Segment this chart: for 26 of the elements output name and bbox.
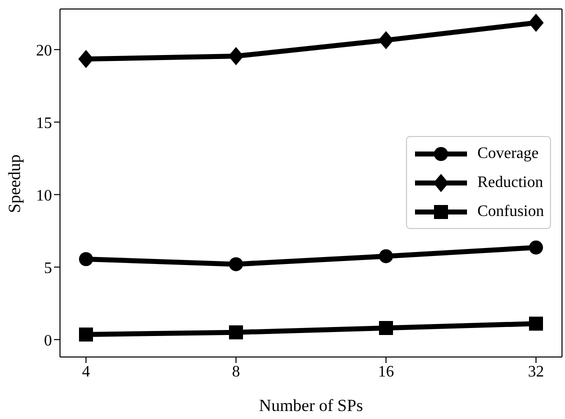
legend-label: Coverage — [477, 144, 539, 162]
point — [528, 14, 544, 32]
point — [378, 31, 394, 50]
point — [228, 47, 244, 66]
legend-label: Reduction — [477, 174, 544, 192]
x-tick-label: 8 — [232, 363, 240, 380]
x-tick-label: 4 — [82, 363, 90, 380]
point — [78, 50, 94, 68]
legend-label: Confusion — [477, 202, 544, 220]
point — [379, 249, 393, 264]
y-tick-label: 0 — [44, 332, 52, 350]
point — [529, 240, 543, 255]
x-tick-label: 16 — [378, 363, 394, 380]
point — [379, 321, 393, 335]
y-tick-label: 10 — [36, 187, 52, 204]
point — [79, 328, 93, 342]
y-tick-label: 15 — [36, 114, 52, 132]
point — [79, 252, 93, 266]
point — [229, 257, 243, 272]
point — [529, 316, 543, 331]
y-tick-label: 20 — [36, 42, 52, 60]
x-axis-title: Number of SPs — [259, 396, 363, 415]
x-tick-label: 32 — [528, 363, 544, 380]
y-axis-title: Speedup — [5, 154, 24, 213]
y-tick-label: 5 — [44, 260, 52, 277]
point — [229, 325, 243, 340]
